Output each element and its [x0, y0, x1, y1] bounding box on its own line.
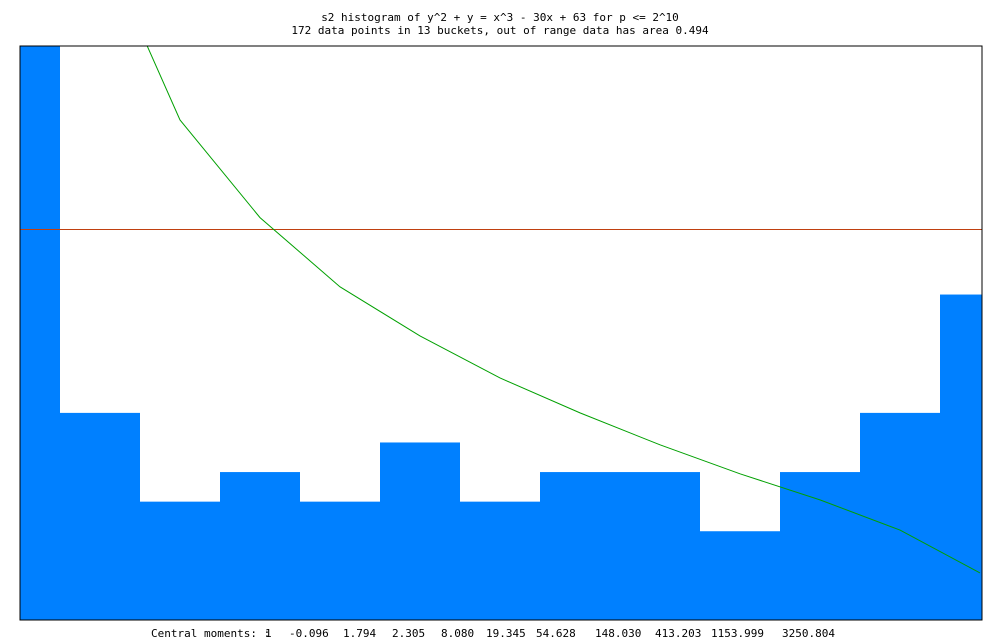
bar [60, 412, 140, 620]
chart-title: s2 histogram of y^2 + y = x^3 - 30x + 63… [321, 11, 679, 24]
moments-label: Central moments: : [151, 627, 270, 640]
moment-value: 2.305 [392, 627, 425, 640]
bar [460, 501, 540, 620]
bar [540, 472, 620, 620]
moment-value: 413.203 [655, 627, 701, 640]
moment-value: -0.096 [289, 627, 329, 640]
moment-value: 3250.804 [782, 627, 835, 640]
expected-curve [146, 46, 981, 574]
bar [220, 472, 300, 620]
moment-value: 54.628 [536, 627, 576, 640]
moment-value: 1153.999 [711, 627, 764, 640]
moment-value: 1 [265, 627, 272, 640]
plot-frame [19, 45, 983, 621]
bar [940, 294, 982, 620]
chart-subtitle: 172 data points in 13 buckets, out of ra… [291, 24, 709, 37]
bar [860, 412, 940, 620]
bar [700, 531, 780, 620]
plot-area [20, 46, 982, 620]
moment-value: 8.080 [441, 627, 474, 640]
moment-value: 148.030 [595, 627, 641, 640]
moment-value: 1.794 [343, 627, 376, 640]
moment-value: 19.345 [486, 627, 526, 640]
moments-text: Central moments: : 1 -0.096 1.794 2.305 8.08… [151, 627, 835, 640]
bar [780, 472, 860, 620]
bar [140, 501, 220, 620]
bar [300, 501, 380, 620]
bar [620, 472, 700, 620]
bar [20, 46, 60, 620]
bar [380, 442, 460, 620]
